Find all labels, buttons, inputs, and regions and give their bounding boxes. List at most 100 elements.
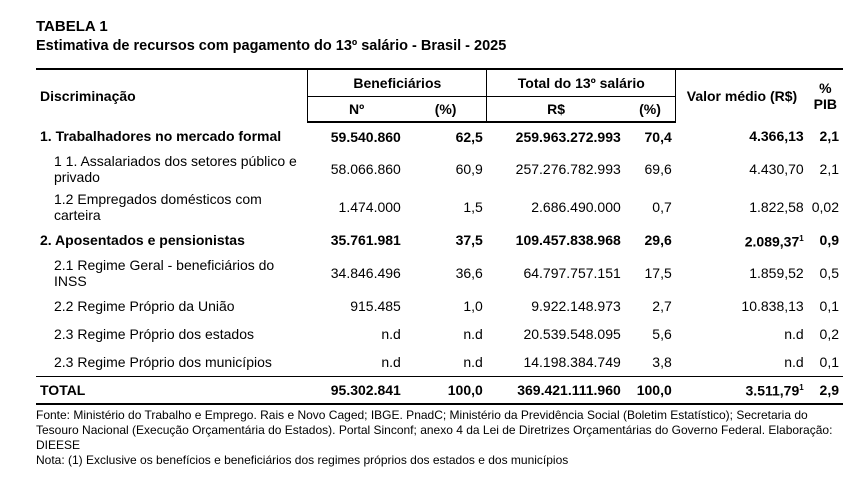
title: TABELA 1 <box>36 18 108 35</box>
cell-text: 1.822,58 <box>749 199 804 215</box>
cell: 2,1 <box>808 122 843 150</box>
cell-text: 100,0 <box>636 381 672 398</box>
cell-text: n.d <box>784 326 804 342</box>
table-body: 1. Trabalhadores no mercado formal 59.540… <box>36 122 843 405</box>
cell: n.d <box>405 320 487 348</box>
cell-text: 34.846.496 <box>330 265 401 281</box>
cell: n.d <box>676 348 808 376</box>
cell-text: 1.2 Empregados domésticos com carteira <box>54 191 262 223</box>
table-row: 1 1. Assalariados dos setores público e … <box>36 150 843 188</box>
cell-text: n.d <box>381 326 401 342</box>
cell: 1.474.000 <box>308 188 405 226</box>
cell-text: 4.430,70 <box>749 161 804 177</box>
header-cell: Valor médio (R$) <box>675 68 808 122</box>
table-row: 2. Aposentados e pensionistas 35.761.981 3… <box>36 226 843 254</box>
cell: 2.089,371 <box>676 226 808 254</box>
cell: 0,7 <box>625 188 676 226</box>
table: Discriminação Beneficiários Total do 13º… <box>36 68 843 405</box>
cell-text: 0,7 <box>652 199 672 215</box>
cell-text: 95.302.841 <box>330 381 401 398</box>
row-label: 2.3 Regime Próprio dos municípios <box>36 348 308 376</box>
cell-text: 257.276.782.993 <box>515 161 621 177</box>
cell: 4.366,13 <box>676 122 808 150</box>
table-row: 2.2 Regime Próprio da União 915.485 1,0 9.9… <box>36 292 843 320</box>
cell-text: 3.511,79 <box>745 383 800 400</box>
cell: 109.457.838.968 <box>487 226 625 254</box>
cell-text: 1. Trabalhadores no mercado formal <box>40 128 282 144</box>
cell-text: 69,6 <box>644 161 672 177</box>
cell: 1.859,52 <box>676 254 808 292</box>
note: Nota: (1) Exclusive os benefícios e bene… <box>36 453 569 467</box>
cell: 29,6 <box>625 226 676 254</box>
cell-text: 1,0 <box>463 298 483 314</box>
cell-text: 17,5 <box>644 265 672 281</box>
cell: 0,1 <box>808 292 843 320</box>
cell-text: 369.421.111.960 <box>517 381 621 398</box>
cell: 20.539.548.095 <box>487 320 625 348</box>
cell-text: 2.089,37 <box>744 233 800 250</box>
cell-text: 109.457.838.968 <box>515 232 621 248</box>
cell: 14.198.384.749 <box>487 348 625 376</box>
cell: 4.430,70 <box>676 150 808 188</box>
cell-text: 1.859,52 <box>749 265 804 281</box>
cell-text: 0,2 <box>819 326 839 342</box>
cell-text: 3,8 <box>652 353 672 370</box>
cell-text: n.d <box>381 353 401 370</box>
cell: n.d <box>308 348 405 376</box>
cell: 70,4 <box>625 122 676 150</box>
cell-text: 0,9 <box>819 232 839 248</box>
row-label: 2.1 Regime Geral - beneficiários do INSS <box>36 254 308 292</box>
cell: 10.838,13 <box>676 292 808 320</box>
header-cell: (%) <box>404 96 487 123</box>
row-label: 1.2 Empregados domésticos com carteira <box>36 188 308 226</box>
cell: 1,0 <box>405 292 487 320</box>
cell-text: 0,1 <box>819 298 839 314</box>
cell-text: 4.366,13 <box>749 128 804 144</box>
cell: 60,9 <box>405 150 487 188</box>
cell-text: 1 1. Assalariados dos setores público e … <box>54 153 297 185</box>
cell-text: 62,5 <box>455 128 483 145</box>
cell: n.d <box>308 320 405 348</box>
cell-text: 2.3 Regime Próprio dos estados <box>54 326 254 342</box>
cell: 2,7 <box>625 292 676 320</box>
cell-text: 20.539.548.095 <box>523 326 621 342</box>
cell: 37,5 <box>405 226 487 254</box>
cell-text: 14.198.384.749 <box>523 353 621 370</box>
footer: Fonte: Ministério do Trabalho e Emprego.… <box>36 408 843 468</box>
cell: n.d <box>405 348 487 376</box>
row-label: 2. Aposentados e pensionistas <box>36 226 308 254</box>
cell: 0,5 <box>808 254 843 292</box>
cell-text: 35.761.981 <box>330 232 401 248</box>
cell: 9.922.148.973 <box>487 292 625 320</box>
cell: 915.485 <box>308 292 405 320</box>
cell-text: 0,1 <box>819 353 839 370</box>
cell: n.d <box>676 320 808 348</box>
cell-text: 2.686.490.000 <box>531 199 621 215</box>
cell-text: 37,5 <box>455 232 483 248</box>
cell: 0,2 <box>808 320 843 348</box>
cell-text: 0,02 <box>811 199 839 215</box>
cell-text: 2,7 <box>652 298 672 314</box>
cell-text: 2,9 <box>819 381 839 398</box>
cell-text: 915.485 <box>350 298 401 314</box>
cell: 259.963.272.993 <box>487 122 625 150</box>
cell-text: 2.3 Regime Próprio dos municípios <box>54 353 272 370</box>
cell-text: 2. Aposentados e pensionistas <box>40 232 245 248</box>
cell-text: 10.838,13 <box>741 298 804 314</box>
table-row: 2.3 Regime Próprio dos municípios n.d n.d 1… <box>36 348 843 376</box>
subtitle: Estimativa de recursos com pagamento do … <box>36 38 507 54</box>
cell-text: 5,6 <box>652 326 672 342</box>
cell: 2.686.490.000 <box>487 188 625 226</box>
cell-text: 36,6 <box>455 265 483 281</box>
cell: 2,9 <box>807 375 843 405</box>
cell-text: 2,1 <box>819 161 839 177</box>
cell: 69,6 <box>625 150 676 188</box>
cell: 0,1 <box>808 348 843 376</box>
cell: 64.797.757.151 <box>487 254 625 292</box>
document: TABELA 1 Estimativa de recursos com paga… <box>36 18 843 468</box>
cell: 62,5 <box>405 122 487 150</box>
header-cell: Beneficiários <box>307 68 487 97</box>
header-cell: Discriminação <box>36 68 308 122</box>
row-label: 2.3 Regime Próprio dos estados <box>36 320 308 348</box>
